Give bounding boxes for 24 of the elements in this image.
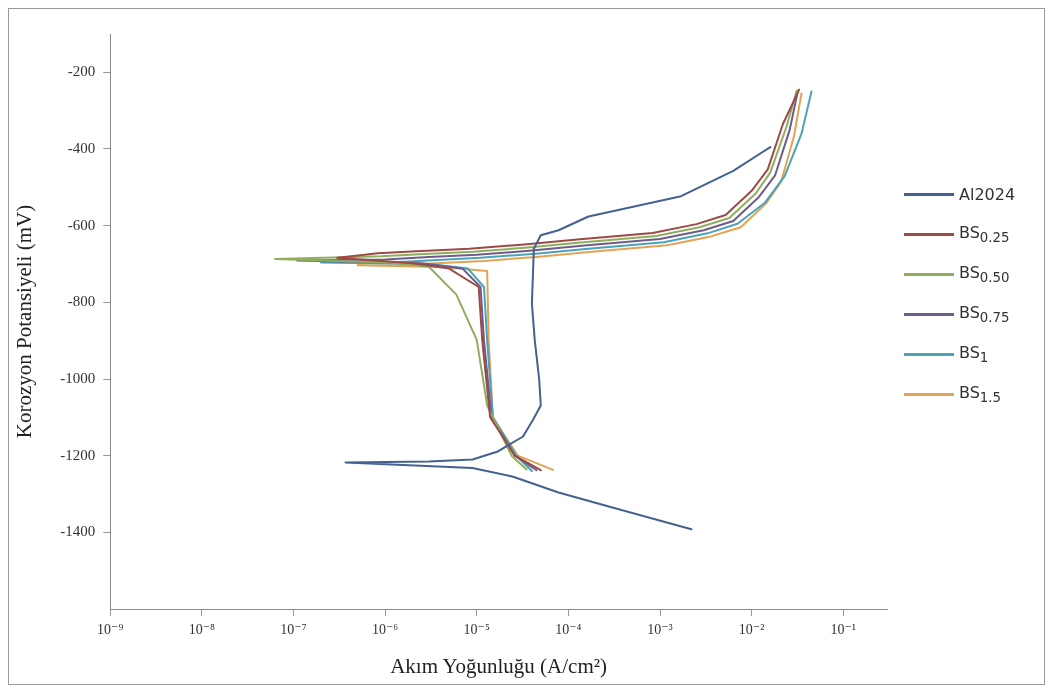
y-tick-label: -600 [67,216,96,233]
y-tick-label: -1200 [60,446,96,463]
x-tick-label: 10⁻⁹ [97,622,124,638]
y-axis-title: Korozyon Potansiyeli (mV) [12,204,37,439]
y-tick-label: -200 [67,63,96,80]
x-tick-label: 10⁻⁸ [188,622,216,638]
y-tick-label: -1000 [60,369,96,386]
legend-label: BS$_{1.5}$ [959,382,1002,406]
y-tick-label: -1400 [60,523,96,540]
x-axis-title: Akım Yoğunluğu (A/cm²) [390,653,608,678]
y-tick-label: -800 [67,293,96,310]
x-tick-label: 10⁻² [738,622,765,638]
x-tick-label: 10⁻⁴ [555,622,582,638]
legend-label: BS$_{0.75}$ [959,302,1010,326]
legend-label: BS$_{0.25}$ [959,222,1010,246]
x-tick-label: 10⁻¹ [830,622,857,638]
x-tick-label: 10⁻⁶ [371,622,399,638]
x-tick-label: 10⁻³ [647,622,673,638]
legend-label: BS$_{0.50}$ [959,262,1010,286]
legend-label: BS$_{1}$ [959,342,989,366]
y-tick-label: -400 [67,139,96,156]
legend-label: Al2024 [959,184,1016,204]
x-tick-label: 10⁻⁵ [463,622,490,638]
x-tick-label: 10⁻⁷ [280,622,307,638]
